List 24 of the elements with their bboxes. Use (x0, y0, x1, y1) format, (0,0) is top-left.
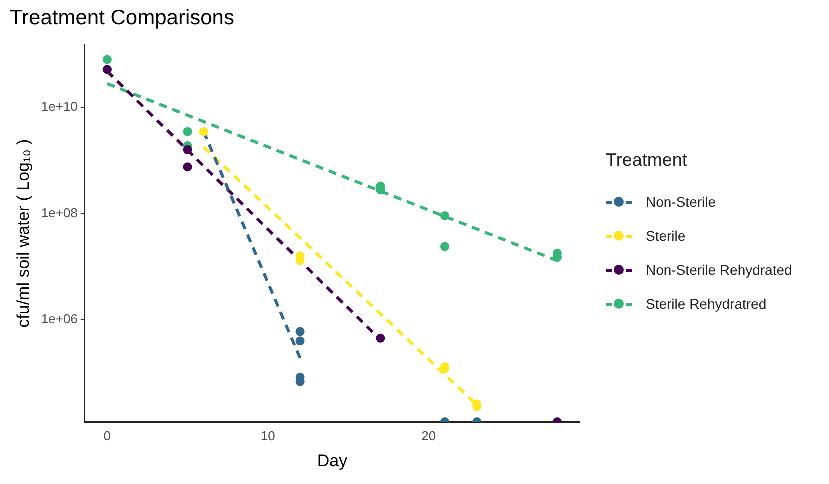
y-tick-label: 1e+06 (41, 312, 78, 327)
chart-title: Treatment Comparisons (10, 6, 234, 30)
point (102, 55, 112, 64)
x-tick-label: 20 (422, 428, 436, 444)
x-tick-label: 10 (260, 428, 276, 444)
point (440, 242, 450, 252)
point (376, 334, 386, 343)
y-tick-label: 1e+08 (41, 205, 78, 220)
point (183, 127, 192, 136)
point (296, 327, 305, 336)
x-axis-title: Day (317, 451, 348, 470)
point (440, 212, 450, 221)
point (183, 162, 192, 172)
y-axis-title: cfu/ml soil water ( Log₁₀ ) (14, 139, 33, 328)
legend-label: Sterile Rehydratred (646, 296, 767, 312)
x-tick-label: 0 (104, 428, 112, 444)
point (183, 145, 192, 154)
legend-title: Treatment (606, 150, 688, 171)
y-tick-label: 1e+10 (41, 99, 78, 114)
point (199, 127, 208, 136)
point (296, 336, 305, 346)
legend-label: Non-Sterile Rehydrated (646, 262, 792, 278)
legend-label: Non-Sterile (646, 194, 716, 210)
legend-label: Sterile (646, 228, 686, 244)
